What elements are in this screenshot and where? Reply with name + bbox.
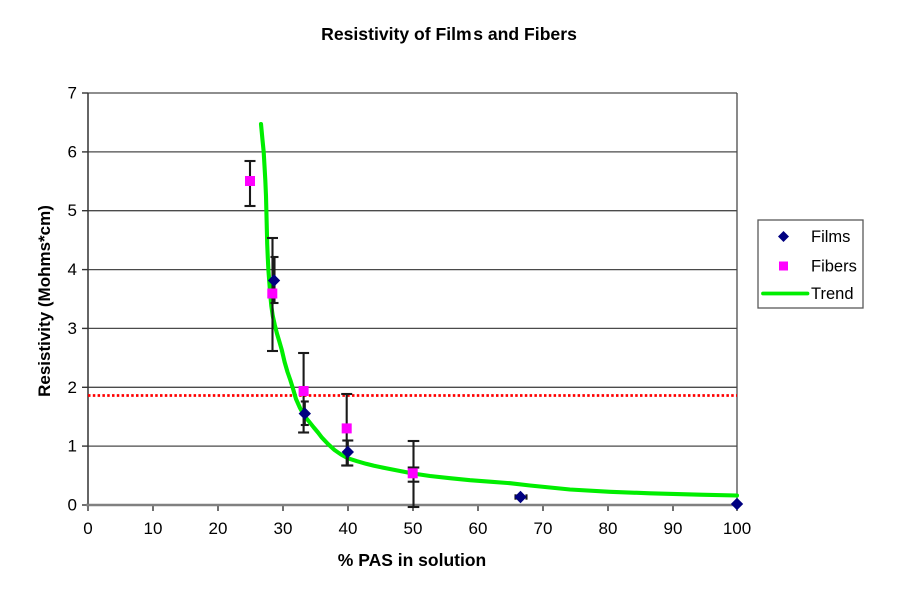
svg-text:3: 3 [68,319,77,338]
svg-text:0: 0 [83,519,92,538]
svg-text:Resistivity of Films and Fiber: Resistivity of Films and Fibers [321,24,577,44]
svg-text:Trend: Trend [811,285,854,303]
svg-text:80: 80 [599,519,618,538]
svg-text:10: 10 [144,519,163,538]
svg-text:70: 70 [534,519,553,538]
svg-text:0: 0 [68,496,77,515]
svg-text:2: 2 [68,378,77,397]
svg-text:6: 6 [68,142,77,161]
svg-text:50: 50 [404,519,423,538]
svg-text:30: 30 [274,519,293,538]
svg-text:7: 7 [68,84,77,103]
svg-text:1: 1 [68,437,77,456]
svg-text:20: 20 [209,519,228,538]
svg-text:90: 90 [664,519,683,538]
svg-text:100: 100 [723,519,751,538]
svg-text:60: 60 [469,519,488,538]
svg-text:5: 5 [68,201,77,220]
svg-text:4: 4 [68,260,77,279]
svg-text:Films: Films [811,228,850,246]
svg-text:Resistivity (Mohms*cm): Resistivity (Mohms*cm) [35,205,54,397]
svg-text:% PAS in solution: % PAS in solution [338,550,486,570]
svg-text:40: 40 [339,519,358,538]
svg-text:Fibers: Fibers [811,258,857,276]
